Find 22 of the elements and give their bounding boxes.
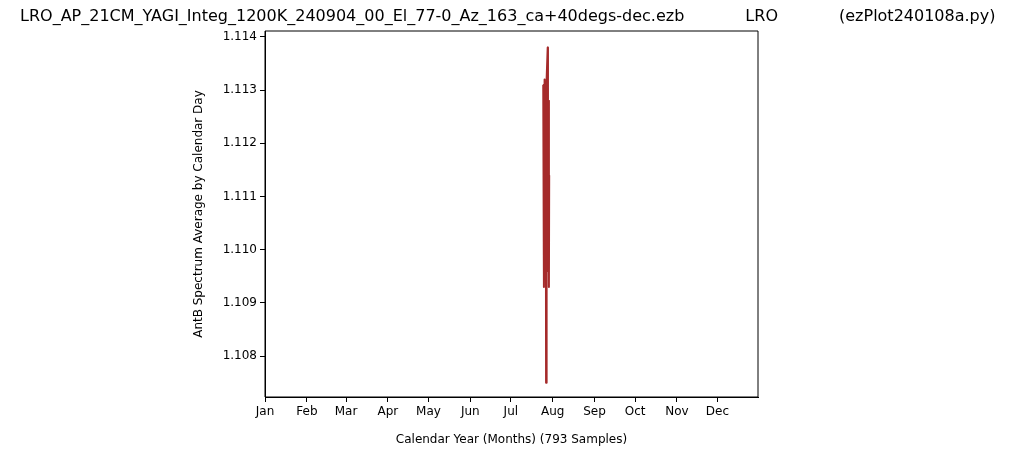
y-tick-label: 1.111 [222,188,257,203]
x-tick-label: Nov [665,404,689,419]
x-tick-label: Jun [459,404,480,419]
x-tick-label: Jan [254,404,275,419]
x-tick-label: Aug [540,404,565,419]
y-tick-label: 1.110 [222,241,257,256]
y-tick-label: 1.108 [222,348,257,363]
x-tick-label: May [416,404,441,419]
x-tick-label: Oct [624,404,646,419]
x-tick-label: Jul [502,404,519,419]
x-axis-title: Calendar Year (Months) (793 Samples) [395,431,628,446]
x-tick-label: Apr [377,404,399,419]
x-tick-label: Sep [583,404,606,419]
x-tick-label: Feb [296,404,318,419]
y-tick-label: 1.112 [222,135,257,150]
y-axis-title: AntB Spectrum Average by Calendar Day [191,90,206,338]
x-tick-label: Dec [705,404,730,419]
chart-title: LRO_AP_21CM_YAGI_Integ_1200K_240904_00_El_77-0_Az_163_ca+40degs-dec.ezb LRO (ezPlot240108a.py) [20,6,996,27]
y-tick-label: 1.113 [222,82,257,97]
y-tick-label: 1.109 [222,294,257,309]
y-tick-label: 1.114 [222,28,257,43]
x-tick-label: Mar [334,404,358,419]
